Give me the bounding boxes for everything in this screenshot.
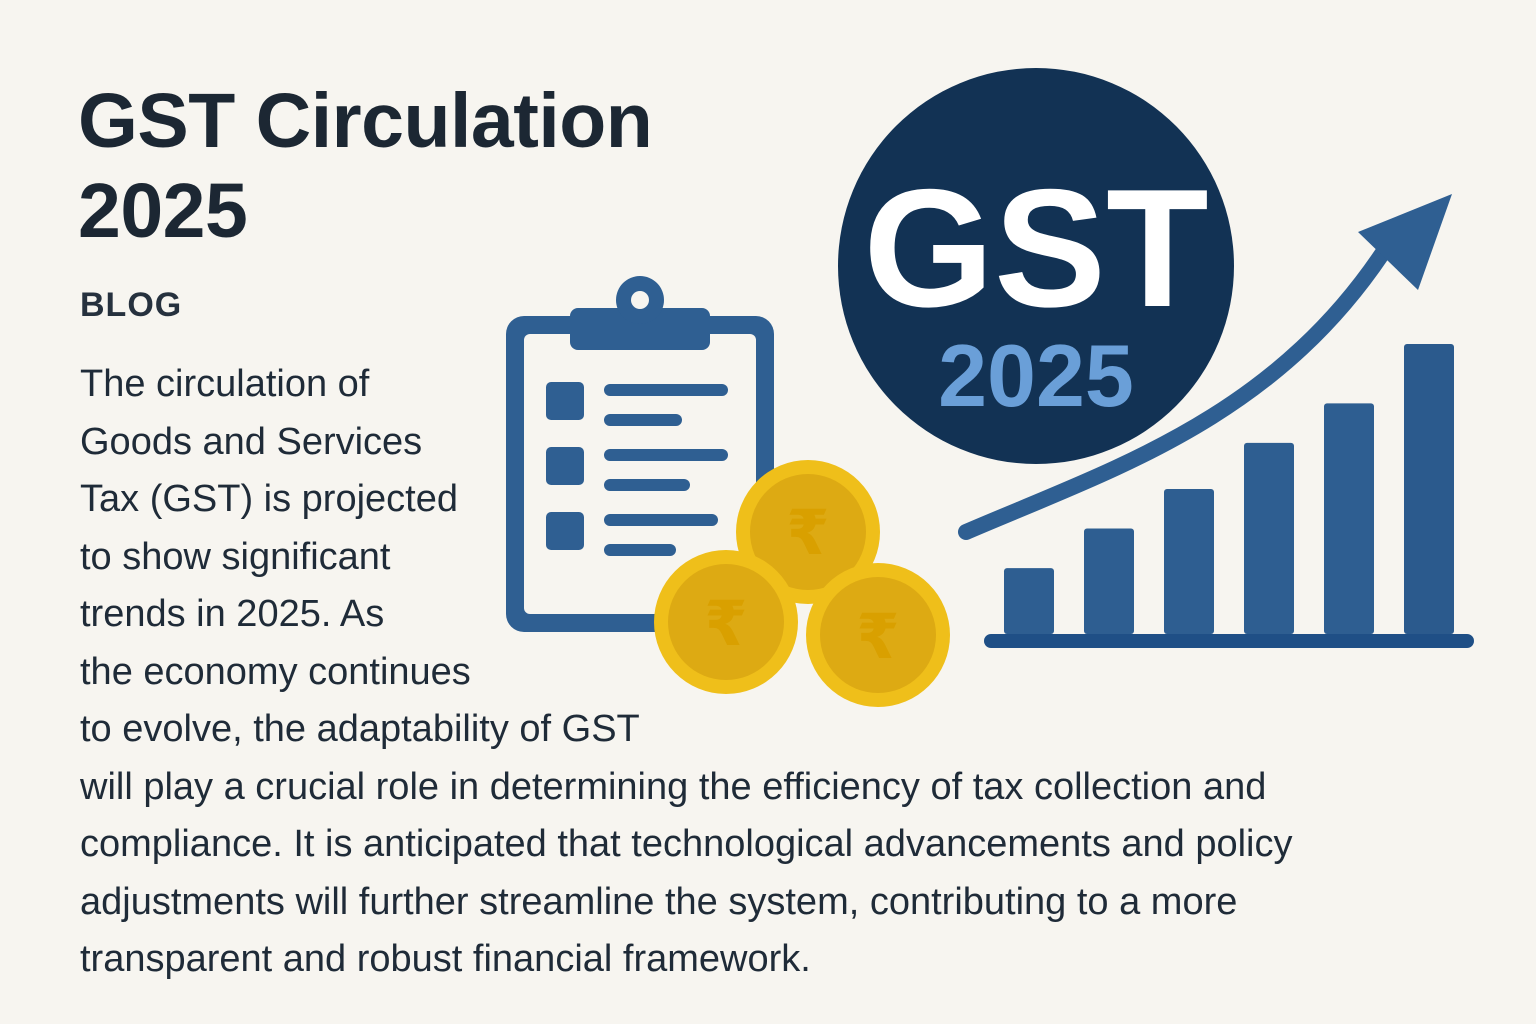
article-line: adjustments will further streamline the … bbox=[80, 880, 1238, 923]
article-line: trends in 2025. As bbox=[80, 593, 385, 635]
article-line: will play a crucial role in determining … bbox=[80, 765, 1267, 808]
article-line: Goods and Services bbox=[80, 420, 423, 463]
article-line: to show significant bbox=[80, 535, 391, 578]
blog-label: BLOG bbox=[80, 286, 183, 324]
article-line: to evolve, the adaptability of GST bbox=[80, 708, 640, 750]
article-line: Tax (GST) is projected bbox=[80, 478, 458, 520]
article-line: transparent and robust financial framewo… bbox=[80, 938, 811, 980]
badge-gst-text: GST bbox=[863, 154, 1208, 342]
article-line: the economy continues bbox=[80, 650, 471, 693]
article-text: The circulation of Goods and Services Ta… bbox=[80, 356, 1500, 989]
article-line: The circulation of bbox=[80, 363, 370, 405]
article-line: compliance. It is anticipated that techn… bbox=[80, 823, 1293, 865]
page-title: GST Circulation 2025 bbox=[78, 78, 653, 254]
